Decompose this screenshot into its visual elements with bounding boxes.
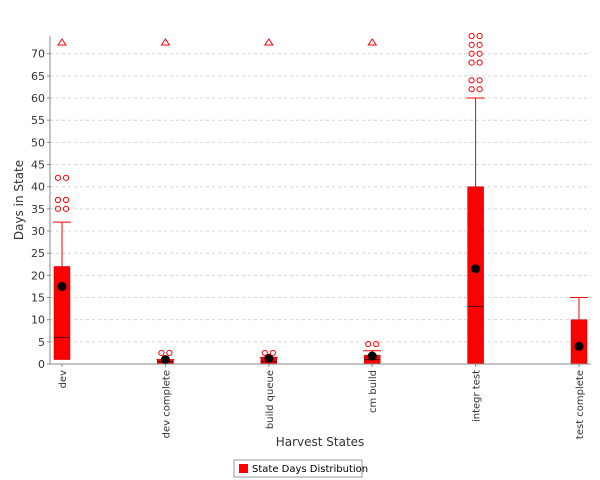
- box-integr-test: [466, 32, 485, 365]
- plot-background: [50, 36, 591, 364]
- y-tick-label: 0: [38, 358, 45, 371]
- outlier-point: [468, 32, 475, 40]
- y-ticks: 0 5 10 15 20 25 30 35 40 45 50 55 60 65 70: [31, 48, 50, 371]
- outlier-point: [468, 86, 475, 93]
- outlier-point: [54, 174, 62, 181]
- far-outlier-marker: [263, 38, 274, 46]
- outlier-point: [62, 196, 70, 204]
- box-build-queue: [259, 38, 278, 365]
- far-outlier-marker: [57, 38, 67, 46]
- y-tick-label: 60: [31, 92, 45, 105]
- far-outlier-marker: [367, 38, 378, 46]
- legend-swatch: [239, 464, 248, 473]
- mean-point: [574, 341, 584, 351]
- mean-point: [471, 264, 481, 274]
- outlier-point: [476, 59, 483, 66]
- legend-frame: [233, 459, 363, 478]
- far-outlier-marker: [160, 38, 171, 46]
- outlier-point: [468, 41, 475, 48]
- x-tick-label: test complete: [575, 370, 586, 439]
- mean-point: [57, 281, 67, 291]
- y-tick-label: 65: [31, 70, 45, 83]
- y-tick-label: 50: [31, 136, 45, 149]
- outlier-point: [54, 196, 62, 204]
- outlier-point: [166, 349, 173, 357]
- legend-label: State Days Distribution: [252, 464, 368, 475]
- outlier-point: [54, 205, 62, 212]
- y-tick-label: 20: [31, 269, 45, 282]
- legend: State Days Distribution: [233, 459, 368, 478]
- mean-point: [367, 351, 377, 361]
- x-tick-label: build queue: [265, 370, 276, 429]
- outlier-point: [468, 59, 475, 66]
- outlier-point: [476, 50, 483, 57]
- box-cm-build: [363, 38, 382, 365]
- outlier-point: [476, 77, 483, 84]
- mean-point: [264, 353, 274, 363]
- outlier-point: [476, 41, 483, 48]
- mean-point: [160, 355, 170, 365]
- y-tick-label: 35: [31, 203, 45, 216]
- y-tick-label: 15: [31, 292, 45, 305]
- box-dev: [53, 38, 71, 360]
- y-tick-label: 10: [31, 314, 45, 327]
- y-tick-label: 5: [38, 336, 45, 349]
- x-tick-label: dev complete: [161, 370, 172, 438]
- boxes: [53, 32, 588, 365]
- y-tick-label: 55: [31, 114, 45, 127]
- box-dev-complete: [156, 38, 175, 365]
- outlier-point: [365, 340, 372, 348]
- y-tick-label: 25: [31, 247, 45, 260]
- y-axis-title: Days in State: [12, 160, 26, 240]
- outlier-point: [468, 50, 475, 57]
- y-tick-label: 45: [31, 159, 45, 172]
- x-tick-label: integr test: [472, 370, 483, 422]
- outlier-point: [373, 340, 380, 348]
- box-iqr: [467, 186, 484, 365]
- y-tick-label: 30: [31, 225, 45, 238]
- outlier-point: [158, 349, 165, 357]
- outlier-point: [269, 349, 276, 357]
- outlier-point: [261, 349, 268, 357]
- y-tick-label: 70: [31, 48, 45, 61]
- outlier-point: [62, 205, 70, 212]
- gridlines: [50, 53, 591, 343]
- x-ticks: dev dev complete build queue cm build integr…: [58, 364, 586, 439]
- outlier-point: [468, 77, 475, 84]
- y-tick-label: 40: [31, 181, 45, 194]
- box-iqr: [53, 266, 71, 360]
- outlier-point: [476, 32, 483, 40]
- outlier-point: [62, 174, 70, 181]
- outlier-point: [476, 86, 483, 93]
- x-tick-label: dev: [58, 370, 69, 389]
- x-tick-label: cm build: [368, 370, 379, 413]
- x-axis-title: Harvest States: [276, 435, 365, 449]
